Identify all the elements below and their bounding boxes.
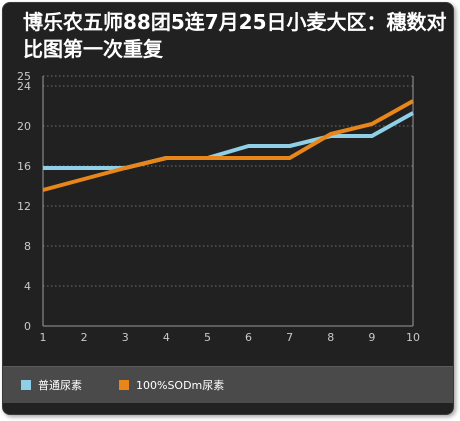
series-line-2 bbox=[42, 99, 414, 192]
y-tick-label-4: 16 bbox=[17, 160, 31, 173]
legend-label-series-2: 100%SODm尿素 bbox=[136, 379, 225, 392]
x-tick-label-7: 8 bbox=[327, 331, 334, 344]
x-tick-label-5: 6 bbox=[245, 331, 252, 344]
x-tick-label-8: 9 bbox=[368, 331, 375, 344]
legend-item-series-2[interactable]: 100%SODm尿素 bbox=[119, 378, 224, 392]
legend: 普通尿素 100%SODm尿素 bbox=[3, 366, 453, 403]
x-tick-label-2: 3 bbox=[122, 331, 129, 344]
y-tick-label-2: 8 bbox=[24, 240, 31, 253]
chart-panel: 博乐农五师88团5连7月25日小麦大区：穗数对比图第一次重复 0 4 8 12 16 20… bbox=[2, 2, 454, 415]
y-tick-label-5: 20 bbox=[17, 120, 31, 133]
y-tick-label-7: 25 bbox=[17, 70, 31, 83]
x-tick-label-0: 1 bbox=[40, 331, 47, 344]
series-line-1 bbox=[43, 111, 414, 170]
x-tick-label-6: 7 bbox=[286, 331, 293, 344]
y-tick-label-0: 0 bbox=[24, 320, 31, 333]
legend-swatch-series-1 bbox=[21, 380, 31, 390]
x-tick-label-1: 2 bbox=[81, 331, 88, 344]
y-tick-label-1: 4 bbox=[24, 280, 31, 293]
chart-title: 博乐农五师88团5连7月25日小麦大区：穗数对比图第一次重复 bbox=[23, 10, 447, 61]
x-tick-label-4: 5 bbox=[204, 331, 211, 344]
legend-swatch-series-2 bbox=[119, 380, 129, 390]
x-tick-label-9: 10 bbox=[406, 331, 420, 344]
x-tick-label-3: 4 bbox=[163, 331, 170, 344]
legend-label-series-1: 普通尿素 bbox=[38, 379, 82, 392]
y-tick-label-3: 12 bbox=[17, 200, 31, 213]
y-tick-label-6: 24 bbox=[17, 80, 31, 93]
legend-item-series-1[interactable]: 普通尿素 bbox=[21, 378, 82, 392]
